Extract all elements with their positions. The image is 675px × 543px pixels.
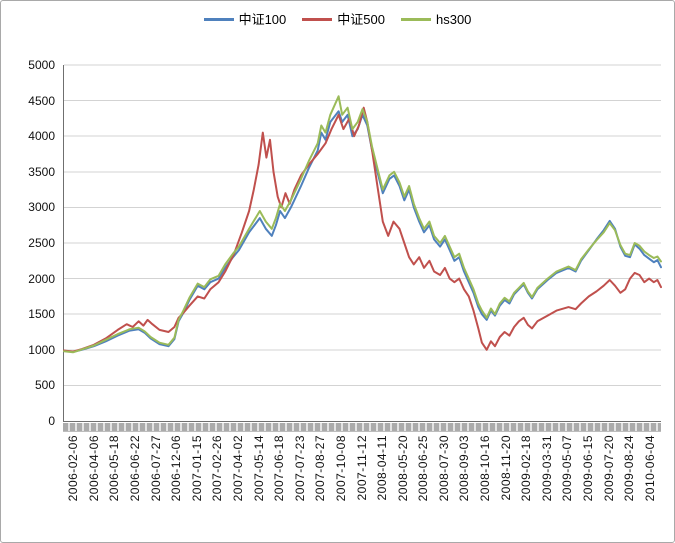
x-axis-tick-label: 2008-10-16 bbox=[478, 435, 493, 502]
x-axis-tick-label: 2007-02-26 bbox=[210, 435, 225, 502]
series-line-hs300 bbox=[63, 95, 662, 354]
legend-item-hs300: hs300 bbox=[400, 12, 472, 27]
y-axis-tick-label: 1000 bbox=[28, 342, 55, 357]
y-axis-tick-label: 4000 bbox=[28, 129, 55, 144]
x-axis-tick-label: 2007-05-14 bbox=[251, 435, 266, 502]
x-axis-tick-label: 2007-11-12 bbox=[354, 435, 369, 501]
chart-series-canvas bbox=[63, 64, 662, 386]
x-axis-tick-label: 2008-11-20 bbox=[498, 435, 513, 501]
x-axis-tick-label: 2007-06-18 bbox=[272, 435, 287, 502]
y-axis-tick-label: 3000 bbox=[28, 200, 55, 215]
legend-line-swatch bbox=[302, 18, 333, 21]
x-axis-tick-label: 2006-02-06 bbox=[66, 435, 81, 502]
plot-area bbox=[63, 64, 662, 422]
series-line-中证500 bbox=[63, 106, 662, 353]
series-line-中证100 bbox=[63, 110, 662, 353]
x-axis-tick-label: 2006-06-22 bbox=[128, 435, 143, 502]
x-axis-tick-label: 2006-12-06 bbox=[169, 435, 184, 502]
y-axis-labels: 5000 4500 4000 3500 3000 2500 2000 1500 1000 500 0 bbox=[1, 1, 55, 542]
x-axis-tick-label: 2009-06-15 bbox=[580, 435, 595, 502]
x-axis-tick-label: 2008-09-03 bbox=[457, 435, 472, 502]
y-axis-tick-label: 5000 bbox=[28, 58, 55, 72]
x-axis-tick-band bbox=[63, 423, 661, 432]
y-axis-tick-label: 2500 bbox=[28, 236, 55, 250]
x-axis-tick-label: 2009-02-18 bbox=[519, 435, 534, 502]
x-axis-tick-label: 2006-04-06 bbox=[86, 435, 101, 502]
x-axis-tick-label: 2007-01-15 bbox=[189, 435, 204, 502]
legend-line-swatch bbox=[400, 18, 431, 21]
x-axis-tick-label: 2009-05-07 bbox=[560, 435, 575, 502]
x-axis-tick-label: 2007-10-08 bbox=[333, 435, 348, 502]
y-axis-tick-label: 2000 bbox=[28, 271, 55, 286]
legend-label: hs300 bbox=[435, 12, 472, 27]
y-axis-tick-label: 1500 bbox=[28, 307, 55, 322]
legend-line-swatch bbox=[203, 18, 234, 21]
x-axis-tick-label: 2009-03-31 bbox=[539, 435, 554, 502]
x-axis-tick-label: 2006-05-18 bbox=[107, 435, 122, 502]
x-axis-tick-label: 2007-04-02 bbox=[230, 435, 245, 502]
x-axis-tick-label: 2008-04-11 bbox=[375, 435, 390, 501]
y-axis-tick-label: 3500 bbox=[28, 164, 55, 179]
x-axis-tick-label: 2007-07-23 bbox=[292, 435, 307, 502]
x-axis-tick-label: 2008-05-20 bbox=[395, 435, 410, 502]
x-axis-tick-label: 2009-07-20 bbox=[601, 435, 616, 502]
y-axis-tick-label: 500 bbox=[34, 378, 55, 393]
x-axis-tick-label: 2009-08-24 bbox=[622, 435, 637, 502]
x-axis-tick-label: 2007-08-27 bbox=[313, 435, 328, 502]
x-axis-tick-label: 2010-06-04 bbox=[642, 435, 657, 502]
y-axis-tick-label: 0 bbox=[48, 414, 55, 428]
legend-label: 中证100 bbox=[238, 12, 287, 27]
legend-item-中证500: 中证500 bbox=[302, 13, 385, 26]
x-axis-tick-label: 2008-06-25 bbox=[416, 435, 431, 502]
x-axis-tick-label: 2008-07-30 bbox=[436, 435, 451, 502]
x-axis-tick-label: 2006-07-27 bbox=[148, 435, 163, 502]
y-axis-tick-label: 4500 bbox=[28, 93, 55, 108]
chart-legend: 中证100 中证500 hs300 bbox=[1, 13, 674, 26]
legend-item-中证100: 中证100 bbox=[203, 12, 287, 27]
legend-label: 中证500 bbox=[337, 12, 385, 27]
